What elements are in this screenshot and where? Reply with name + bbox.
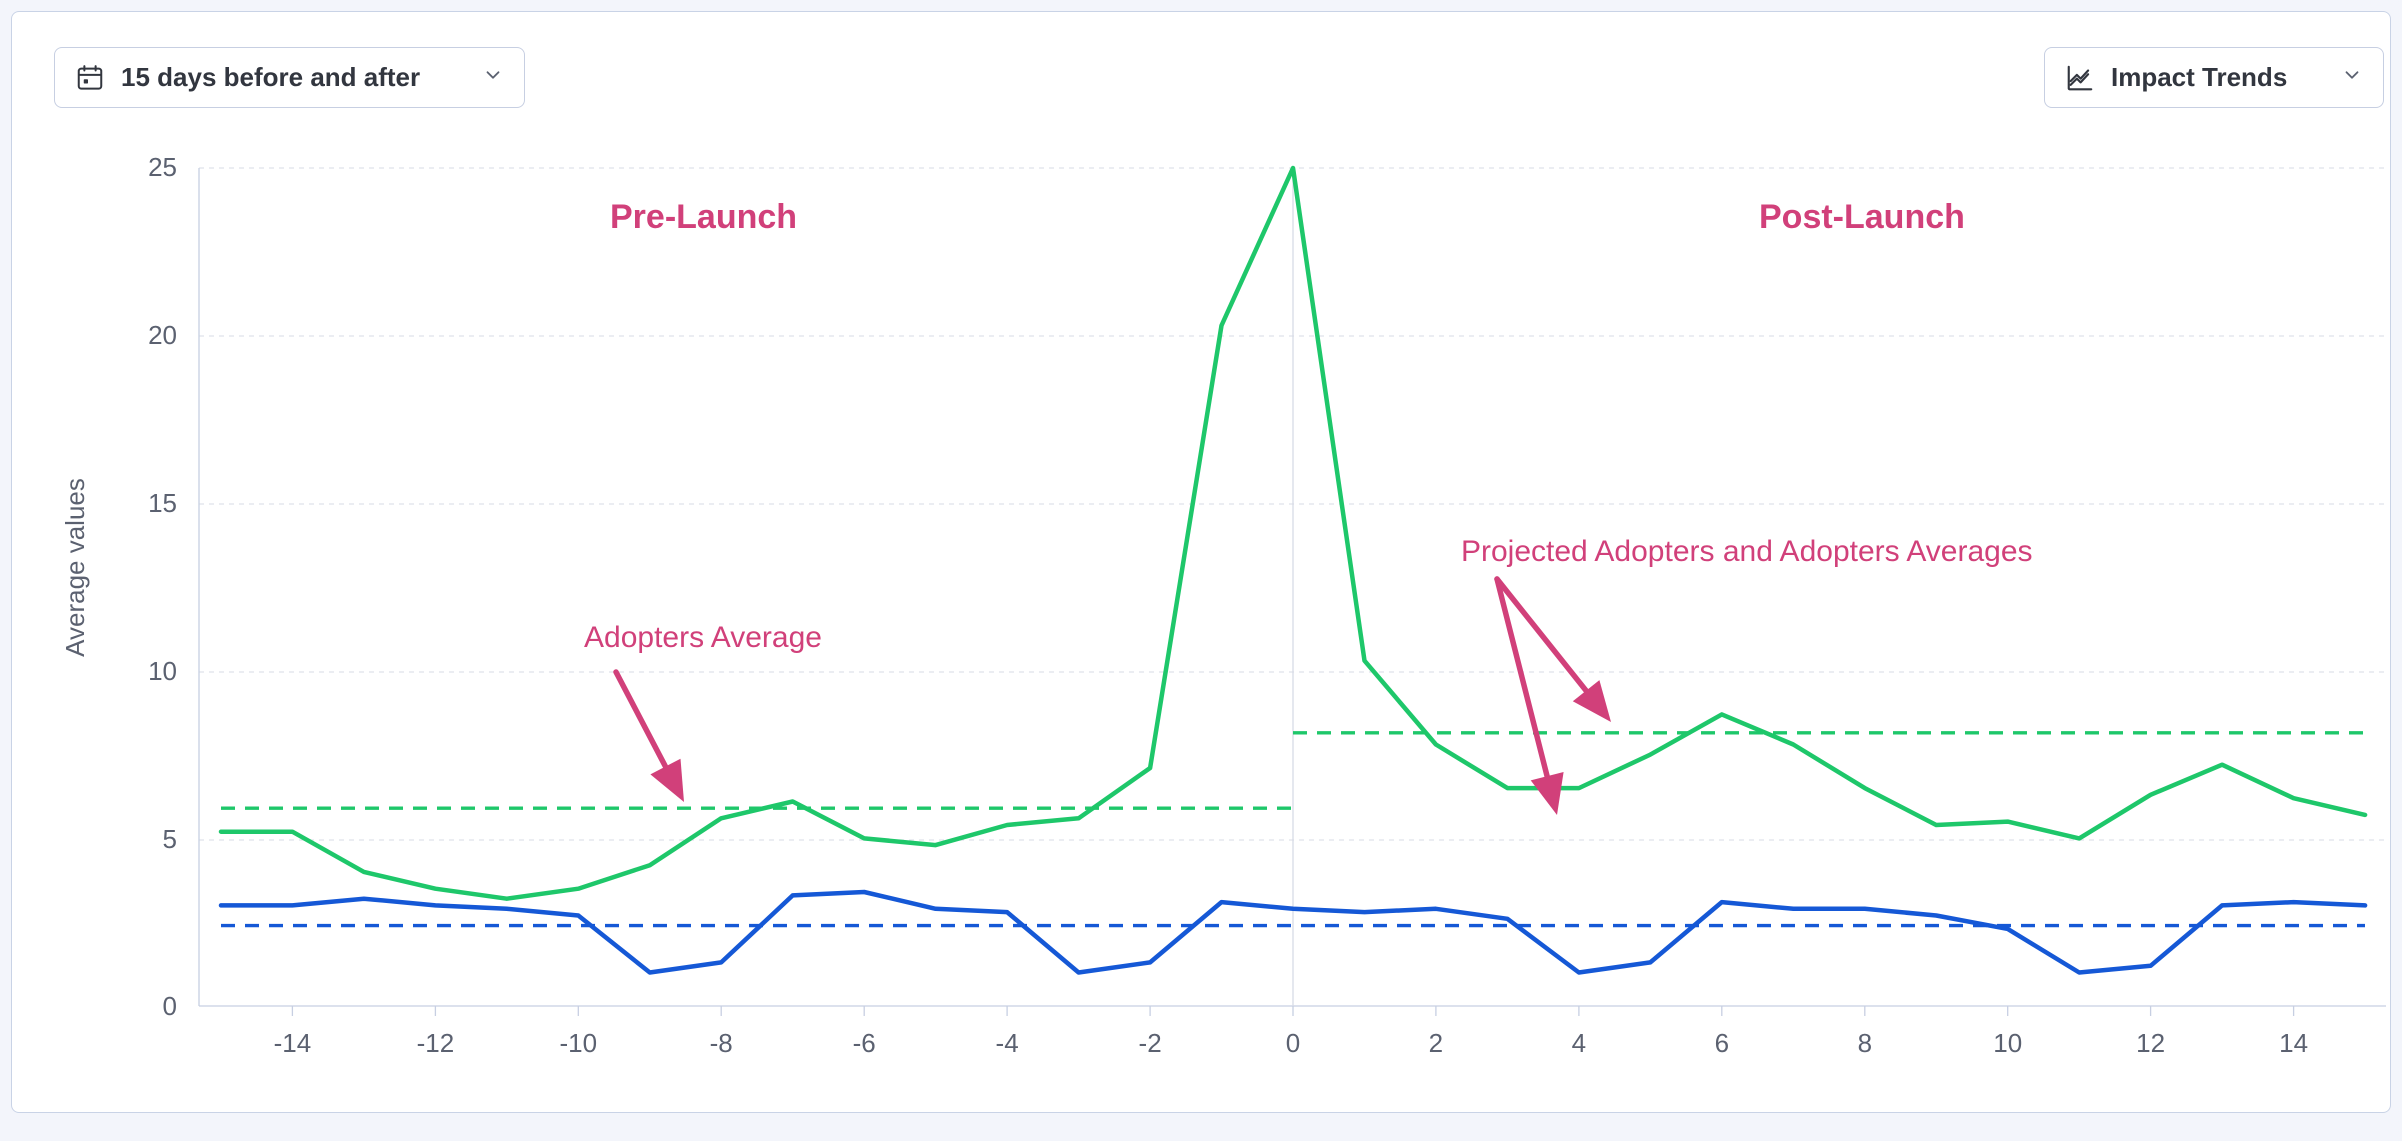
svg-text:Adopters Average: Adopters Average — [584, 621, 822, 654]
svg-text:8: 8 — [1858, 1028, 1872, 1058]
svg-text:12: 12 — [2136, 1028, 2165, 1058]
svg-text:25: 25 — [148, 152, 177, 182]
svg-text:10: 10 — [1993, 1028, 2022, 1058]
svg-text:14: 14 — [2279, 1028, 2308, 1058]
svg-text:-2: -2 — [1139, 1028, 1162, 1058]
svg-text:20: 20 — [148, 320, 177, 350]
svg-text:Pre-Launch: Pre-Launch — [610, 198, 797, 236]
svg-text:5: 5 — [163, 824, 177, 854]
svg-text:-8: -8 — [710, 1028, 733, 1058]
svg-text:-12: -12 — [417, 1028, 455, 1058]
svg-text:-6: -6 — [853, 1028, 876, 1058]
svg-text:2: 2 — [1429, 1028, 1443, 1058]
svg-text:-10: -10 — [560, 1028, 598, 1058]
svg-text:4: 4 — [1572, 1028, 1586, 1058]
svg-text:10: 10 — [148, 656, 177, 686]
svg-text:6: 6 — [1715, 1028, 1729, 1058]
svg-text:Projected Adopters and Adopter: Projected Adopters and Adopters Averages — [1461, 535, 2033, 568]
svg-text:-14: -14 — [274, 1028, 312, 1058]
svg-text:15: 15 — [148, 488, 177, 518]
svg-text:0: 0 — [163, 991, 177, 1021]
svg-text:0: 0 — [1286, 1028, 1300, 1058]
svg-text:-4: -4 — [996, 1028, 1019, 1058]
svg-text:Post-Launch: Post-Launch — [1759, 198, 1965, 236]
